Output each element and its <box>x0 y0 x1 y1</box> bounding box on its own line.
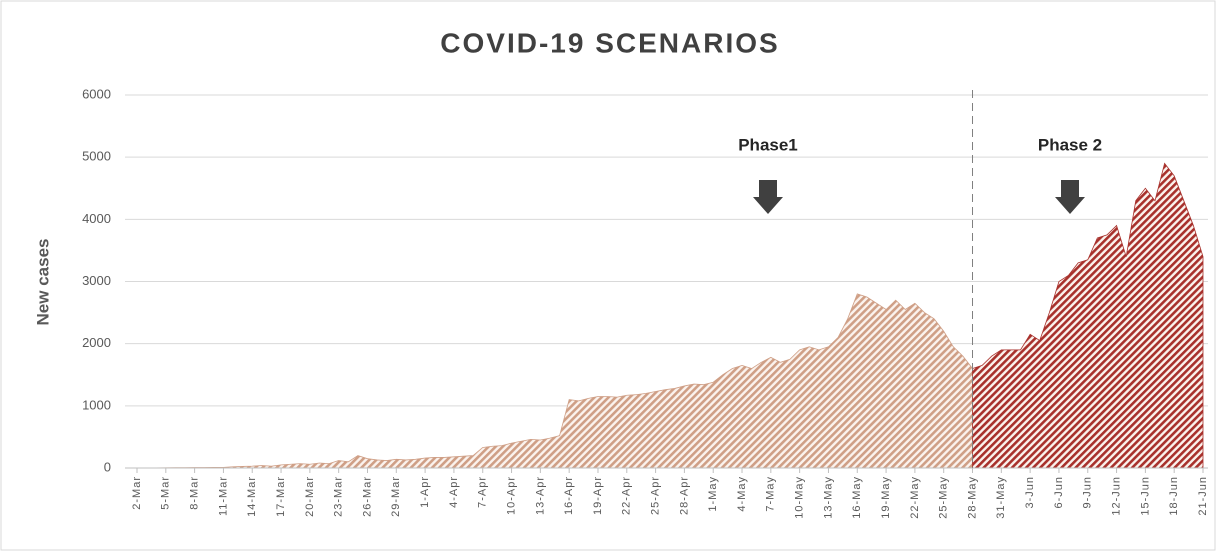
x-tick-label: 1-May <box>707 476 719 512</box>
area <box>137 293 973 469</box>
arrow <box>1055 180 1085 214</box>
x-tick-label: 14-Mar <box>246 476 258 517</box>
x-tick-label: 16-Apr <box>563 476 575 515</box>
y-tick-label: 2000 <box>82 335 111 350</box>
x-tick-label: 4-Apr <box>448 476 460 508</box>
x-tick-label: 15-Jun <box>1139 476 1151 516</box>
y-tick-label: 6000 <box>82 86 111 101</box>
x-tick-label: 25-Apr <box>650 476 662 515</box>
chart-title: COVID-19 SCENARIOS <box>440 27 779 58</box>
x-tick-label: 31-May <box>995 476 1007 519</box>
y-tick-label: 4000 <box>82 211 111 226</box>
x-tick-label: 9-Jun <box>1082 476 1094 509</box>
x-tick-label: 17-Mar <box>275 476 287 517</box>
x-tick-label: 22-May <box>909 476 921 519</box>
x-tick-label: 1-Apr <box>419 476 431 508</box>
arrow <box>753 180 783 214</box>
x-tick-label: 12-Jun <box>1110 476 1122 516</box>
y-tick-label: 3000 <box>82 273 111 288</box>
x-tick-label: 18-Jun <box>1168 476 1180 516</box>
y-tick-label: 1000 <box>82 397 111 412</box>
x-tick-label: 22-Apr <box>621 476 633 515</box>
x-tick-label: 19-Apr <box>592 476 604 515</box>
x-tick-label: 13-Apr <box>534 476 546 515</box>
phase-annotation: Phase 2 <box>1038 135 1102 154</box>
x-tick-label: 25-May <box>938 476 950 519</box>
x-tick-label: 13-May <box>822 476 834 519</box>
x-tick-label: 20-Mar <box>304 476 316 517</box>
x-tick-label: 11-Mar <box>217 476 229 516</box>
x-tick-label: 7-May <box>765 476 777 512</box>
x-tick-label: 28-Apr <box>678 476 690 515</box>
x-tick-label: 28-May <box>966 476 978 519</box>
phase-annotation: Phase1 <box>738 135 798 154</box>
x-tick-label: 8-Mar <box>189 476 201 510</box>
x-tick-label: 6-Jun <box>1053 476 1065 509</box>
x-tick-label: 5-Mar <box>160 476 172 510</box>
y-tick-label: 5000 <box>82 149 111 164</box>
x-tick-label: 2-Mar <box>131 476 143 510</box>
x-tick-label: 23-Mar <box>333 476 345 517</box>
y-axis-label: New cases <box>33 239 52 326</box>
x-tick-label: 10-May <box>794 476 806 519</box>
x-tick-label: 4-May <box>736 476 748 512</box>
area <box>972 162 1204 469</box>
x-tick-label: 19-May <box>880 476 892 519</box>
x-tick-label: 7-Apr <box>477 476 489 508</box>
x-tick-label: 16-May <box>851 476 863 519</box>
x-tick-label: 21-Jun <box>1197 476 1209 516</box>
x-tick-label: 10-Apr <box>505 476 517 515</box>
x-tick-label: 3-Jun <box>1024 476 1036 509</box>
x-tick-label: 29-Mar <box>390 476 402 517</box>
y-tick-label: 0 <box>104 459 111 474</box>
x-tick-label: 26-Mar <box>361 476 373 517</box>
